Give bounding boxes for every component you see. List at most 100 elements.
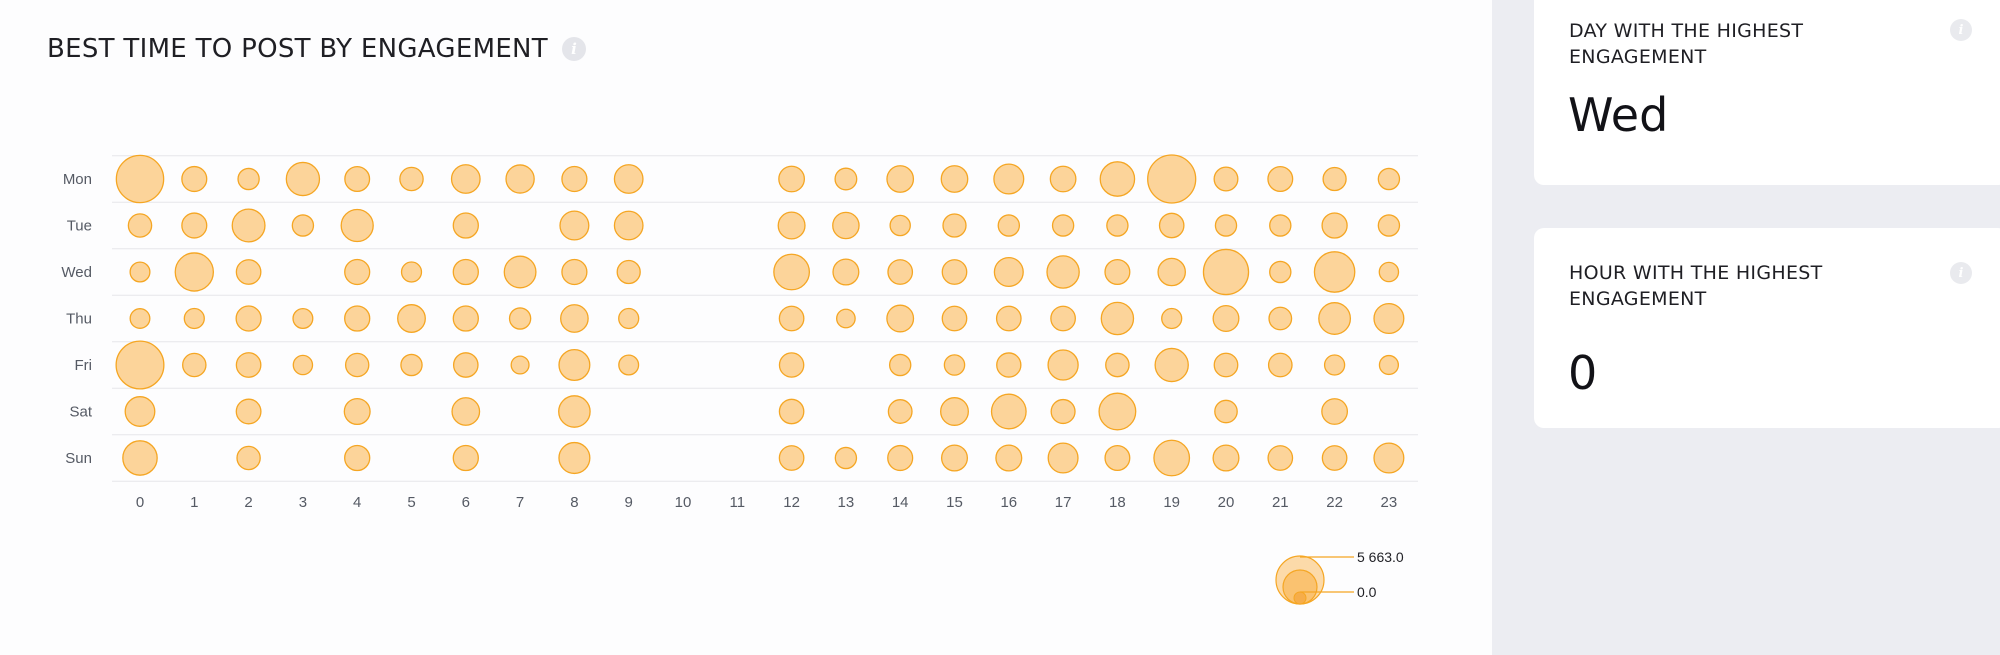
bubble-sun-20[interactable] [1212, 444, 1240, 472]
bubble-tue-2[interactable] [231, 208, 266, 243]
bubble-mon-2[interactable] [237, 167, 260, 191]
bubble-fri-20[interactable] [1213, 352, 1239, 378]
bubble-wed-19[interactable] [1157, 257, 1186, 287]
bubble-wed-2[interactable] [235, 259, 262, 285]
bubble-fri-17[interactable] [1047, 349, 1079, 381]
bubble-thu-8[interactable] [560, 304, 589, 333]
bubble-tue-4[interactable] [340, 208, 374, 243]
bubble-fri-12[interactable] [778, 352, 805, 378]
bubble-wed-18[interactable] [1104, 258, 1131, 286]
bubble-mon-19[interactable] [1147, 154, 1197, 204]
bubble-sun-0[interactable] [122, 440, 158, 476]
bubble-fri-8[interactable] [558, 348, 591, 382]
bubble-thu-19[interactable] [1161, 307, 1183, 330]
bubble-sat-4[interactable] [343, 397, 371, 426]
bubble-tue-3[interactable] [291, 214, 315, 237]
bubble-fri-1[interactable] [182, 352, 207, 378]
bubble-thu-14[interactable] [886, 304, 915, 333]
bubble-sat-20[interactable] [1214, 399, 1238, 424]
bubble-tue-12[interactable] [777, 211, 806, 240]
bubble-tue-20[interactable] [1214, 214, 1238, 237]
bubble-sat-2[interactable] [235, 398, 262, 425]
bubble-thu-21[interactable] [1268, 306, 1293, 331]
bubble-mon-13[interactable] [834, 167, 858, 191]
bubble-fri-21[interactable] [1267, 352, 1293, 378]
bubble-thu-9[interactable] [618, 307, 640, 330]
bubble-wed-21[interactable] [1269, 260, 1292, 284]
bubble-thu-4[interactable] [344, 305, 371, 332]
bubble-mon-15[interactable] [940, 165, 969, 193]
bubble-sat-14[interactable] [887, 399, 913, 424]
bubble-mon-5[interactable] [399, 166, 424, 192]
bubble-sat-12[interactable] [778, 398, 805, 425]
bubble-mon-21[interactable] [1267, 165, 1294, 192]
bubble-sun-14[interactable] [887, 444, 914, 472]
bubble-tue-19[interactable] [1158, 212, 1185, 239]
bubble-mon-9[interactable] [613, 164, 644, 194]
bubble-wed-4[interactable] [344, 258, 371, 286]
bubble-fri-3[interactable] [292, 354, 314, 376]
bubble-wed-16[interactable] [993, 256, 1024, 288]
bubble-tue-8[interactable] [559, 210, 590, 241]
bubble-sun-18[interactable] [1104, 444, 1131, 471]
bubble-mon-23[interactable] [1377, 167, 1401, 191]
bubble-sun-2[interactable] [236, 445, 261, 471]
bubble-tue-15[interactable] [942, 213, 967, 238]
bubble-tue-21[interactable] [1269, 214, 1292, 237]
bubble-wed-23[interactable] [1378, 261, 1400, 283]
bubble-fri-14[interactable] [888, 353, 912, 377]
bubble-thu-0[interactable] [129, 308, 151, 329]
bubble-tue-0[interactable] [127, 213, 153, 238]
bubble-sat-22[interactable] [1321, 398, 1349, 425]
info-icon[interactable]: i [1950, 19, 1972, 41]
bubble-mon-20[interactable] [1213, 166, 1239, 192]
bubble-tue-22[interactable] [1321, 212, 1348, 239]
bubble-fri-9[interactable] [618, 354, 640, 376]
bubble-sun-21[interactable] [1267, 445, 1294, 471]
bubble-fri-0[interactable] [115, 340, 165, 390]
bubble-fri-22[interactable] [1323, 354, 1346, 376]
bubble-sat-17[interactable] [1050, 398, 1076, 425]
bubble-wed-13[interactable] [832, 258, 860, 286]
bubble-sun-13[interactable] [834, 446, 858, 470]
bubble-thu-17[interactable] [1050, 305, 1076, 332]
bubble-mon-1[interactable] [181, 165, 208, 193]
bubble-fri-23[interactable] [1378, 354, 1400, 376]
bubble-wed-7[interactable] [503, 255, 537, 289]
bubble-wed-0[interactable] [129, 261, 151, 283]
bubble-mon-7[interactable] [505, 164, 535, 194]
bubble-wed-20[interactable] [1202, 248, 1250, 296]
bubble-mon-12[interactable] [778, 165, 806, 193]
bubble-sun-4[interactable] [344, 444, 371, 472]
bubble-fri-2[interactable] [235, 352, 262, 378]
bubble-tue-16[interactable] [997, 214, 1021, 237]
bubble-thu-22[interactable] [1318, 302, 1352, 335]
bubble-tue-14[interactable] [889, 214, 911, 237]
bubble-mon-4[interactable] [344, 165, 371, 192]
bubble-mon-3[interactable] [285, 161, 321, 197]
bubble-wed-17[interactable] [1046, 255, 1080, 289]
bubble-wed-6[interactable] [452, 258, 479, 286]
bubble-fri-6[interactable] [452, 352, 479, 378]
bubble-sat-0[interactable] [124, 396, 156, 427]
bubble-sun-19[interactable] [1153, 439, 1191, 477]
bubble-tue-1[interactable] [181, 212, 208, 239]
bubble-sun-17[interactable] [1047, 442, 1079, 474]
bubble-sun-16[interactable] [995, 444, 1023, 472]
bubble-thu-6[interactable] [452, 305, 479, 332]
bubble-mon-0[interactable] [115, 154, 165, 204]
bubble-thu-15[interactable] [941, 305, 968, 332]
bubble-mon-22[interactable] [1322, 166, 1347, 192]
bubble-tue-17[interactable] [1051, 214, 1075, 237]
bubble-thu-3[interactable] [292, 307, 314, 330]
bubble-thu-7[interactable] [508, 307, 532, 330]
bubble-fri-19[interactable] [1154, 347, 1189, 383]
bubble-tue-18[interactable] [1106, 214, 1129, 237]
bubble-fri-18[interactable] [1105, 352, 1130, 378]
bubble-sat-18[interactable] [1098, 392, 1137, 431]
bubble-mon-6[interactable] [450, 164, 481, 194]
bubble-wed-9[interactable] [616, 259, 641, 285]
bubble-thu-20[interactable] [1212, 305, 1240, 332]
bubble-wed-8[interactable] [561, 258, 588, 286]
bubble-thu-1[interactable] [183, 307, 205, 330]
